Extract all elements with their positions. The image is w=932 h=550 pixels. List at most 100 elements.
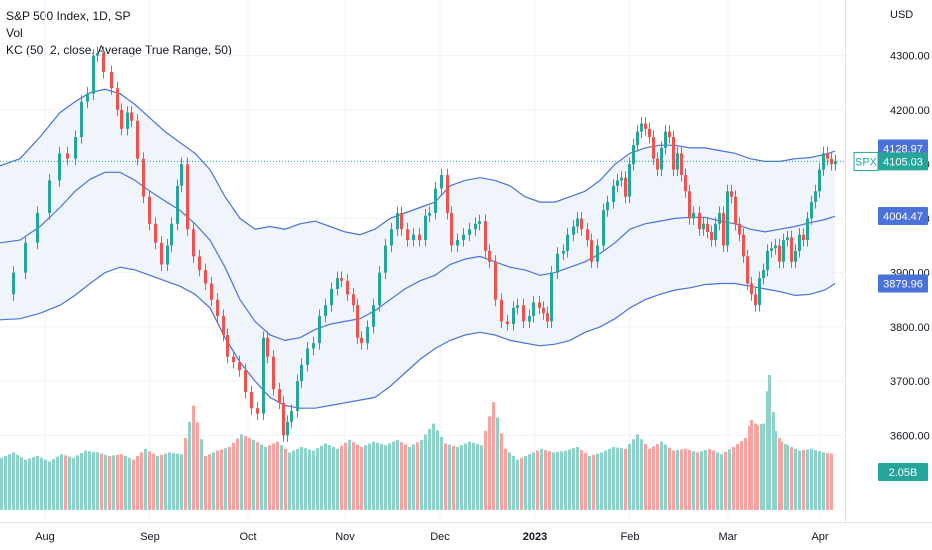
- candle-body: [412, 234, 415, 241]
- candle-body: [478, 221, 481, 224]
- volume-bar: [660, 441, 663, 510]
- volume-bar: [444, 443, 447, 510]
- candle-body: [456, 240, 459, 246]
- candle-body: [528, 316, 531, 322]
- candle-body: [396, 212, 399, 230]
- volume-bar: [420, 439, 423, 510]
- volume-bar: [732, 447, 735, 510]
- candle-body: [718, 212, 721, 224]
- candle-body: [12, 272, 15, 295]
- x-tick-label: Oct: [239, 531, 256, 543]
- x-tick-label: Sep: [140, 531, 160, 543]
- candle-body: [180, 164, 183, 186]
- volume-bar: [60, 454, 63, 510]
- candle-body: [680, 153, 683, 175]
- volume-bar: [264, 447, 267, 510]
- y-tick-label: 3800.00: [890, 322, 930, 334]
- volume-bar: [312, 450, 315, 510]
- volume-bar: [108, 456, 111, 510]
- candle-body: [786, 237, 789, 241]
- volume-bar: [664, 444, 667, 510]
- candle-body: [356, 305, 359, 338]
- candle-body: [102, 52, 105, 72]
- candle-body: [806, 218, 809, 241]
- y-tick-label: 4200.00: [890, 105, 930, 117]
- volume-bar: [408, 447, 411, 510]
- volume-bar: [728, 449, 731, 510]
- candle-body: [266, 337, 269, 357]
- volume-bar: [92, 451, 95, 510]
- candle-body: [66, 153, 69, 159]
- candle-body: [340, 278, 343, 281]
- volume-bar: [794, 448, 797, 510]
- volume-bar: [260, 444, 263, 510]
- candle-body: [576, 218, 579, 227]
- volume-bar: [52, 459, 55, 510]
- candle-body: [754, 294, 757, 306]
- candle-body: [262, 337, 265, 414]
- volume-bar: [748, 426, 751, 510]
- candle-body: [160, 242, 163, 265]
- candle-body: [512, 307, 515, 325]
- volume-bar: [786, 445, 789, 510]
- candle-body: [798, 234, 801, 251]
- volume-bar: [552, 452, 555, 510]
- volume-bar: [712, 450, 715, 510]
- volume-bar: [12, 452, 15, 510]
- volume-bar: [252, 439, 255, 510]
- candle-body: [176, 185, 179, 224]
- candle-body: [692, 212, 695, 219]
- candle-body: [222, 316, 225, 335]
- candle-body: [154, 223, 157, 243]
- volume-bar: [784, 444, 787, 510]
- candle-body: [484, 221, 487, 251]
- candle-body: [550, 272, 553, 322]
- candle-body: [336, 278, 339, 289]
- volume-bar: [572, 448, 575, 510]
- volume-bar: [176, 453, 179, 510]
- candle-body: [116, 88, 119, 110]
- candle-body: [428, 212, 431, 216]
- price-tag-label: 4105.03: [883, 156, 923, 168]
- candle-body: [606, 202, 609, 211]
- candle-body: [330, 288, 333, 306]
- volume-bar: [344, 442, 347, 510]
- candle-body: [802, 234, 805, 241]
- candle-body: [684, 175, 687, 192]
- candle-body: [730, 191, 733, 197]
- candle-body: [378, 272, 381, 306]
- volume-bar: [766, 391, 769, 510]
- candle-body: [624, 177, 627, 197]
- candle-body: [640, 123, 643, 132]
- candle-body: [286, 421, 289, 436]
- candle-body: [462, 234, 465, 241]
- candle-body: [290, 410, 293, 422]
- candle-body: [130, 112, 133, 121]
- volume-bar: [340, 445, 343, 510]
- volume-bar: [156, 456, 159, 510]
- volume-bar: [830, 453, 833, 510]
- volume-bar: [740, 441, 743, 510]
- volume-bar: [404, 444, 407, 510]
- candle-body: [406, 229, 409, 241]
- volume-bar: [56, 456, 59, 510]
- candle-body: [360, 337, 363, 344]
- candle-body: [110, 71, 113, 89]
- volume-bar: [456, 447, 459, 510]
- volume-bar: [648, 448, 651, 510]
- volume-bar: [600, 452, 603, 510]
- candle-body: [620, 177, 623, 181]
- candle-body: [770, 248, 773, 251]
- volume-bar: [180, 454, 183, 510]
- volume-bar: [640, 439, 643, 510]
- volume-bar: [724, 451, 727, 510]
- volume-bar: [568, 449, 571, 510]
- volume-bar: [754, 423, 757, 510]
- candle-body: [702, 223, 705, 230]
- volume-bar: [588, 456, 591, 510]
- candle-body: [24, 242, 27, 273]
- volume-bar: [380, 444, 383, 510]
- volume-bar: [476, 444, 479, 510]
- volume-bar: [188, 421, 191, 510]
